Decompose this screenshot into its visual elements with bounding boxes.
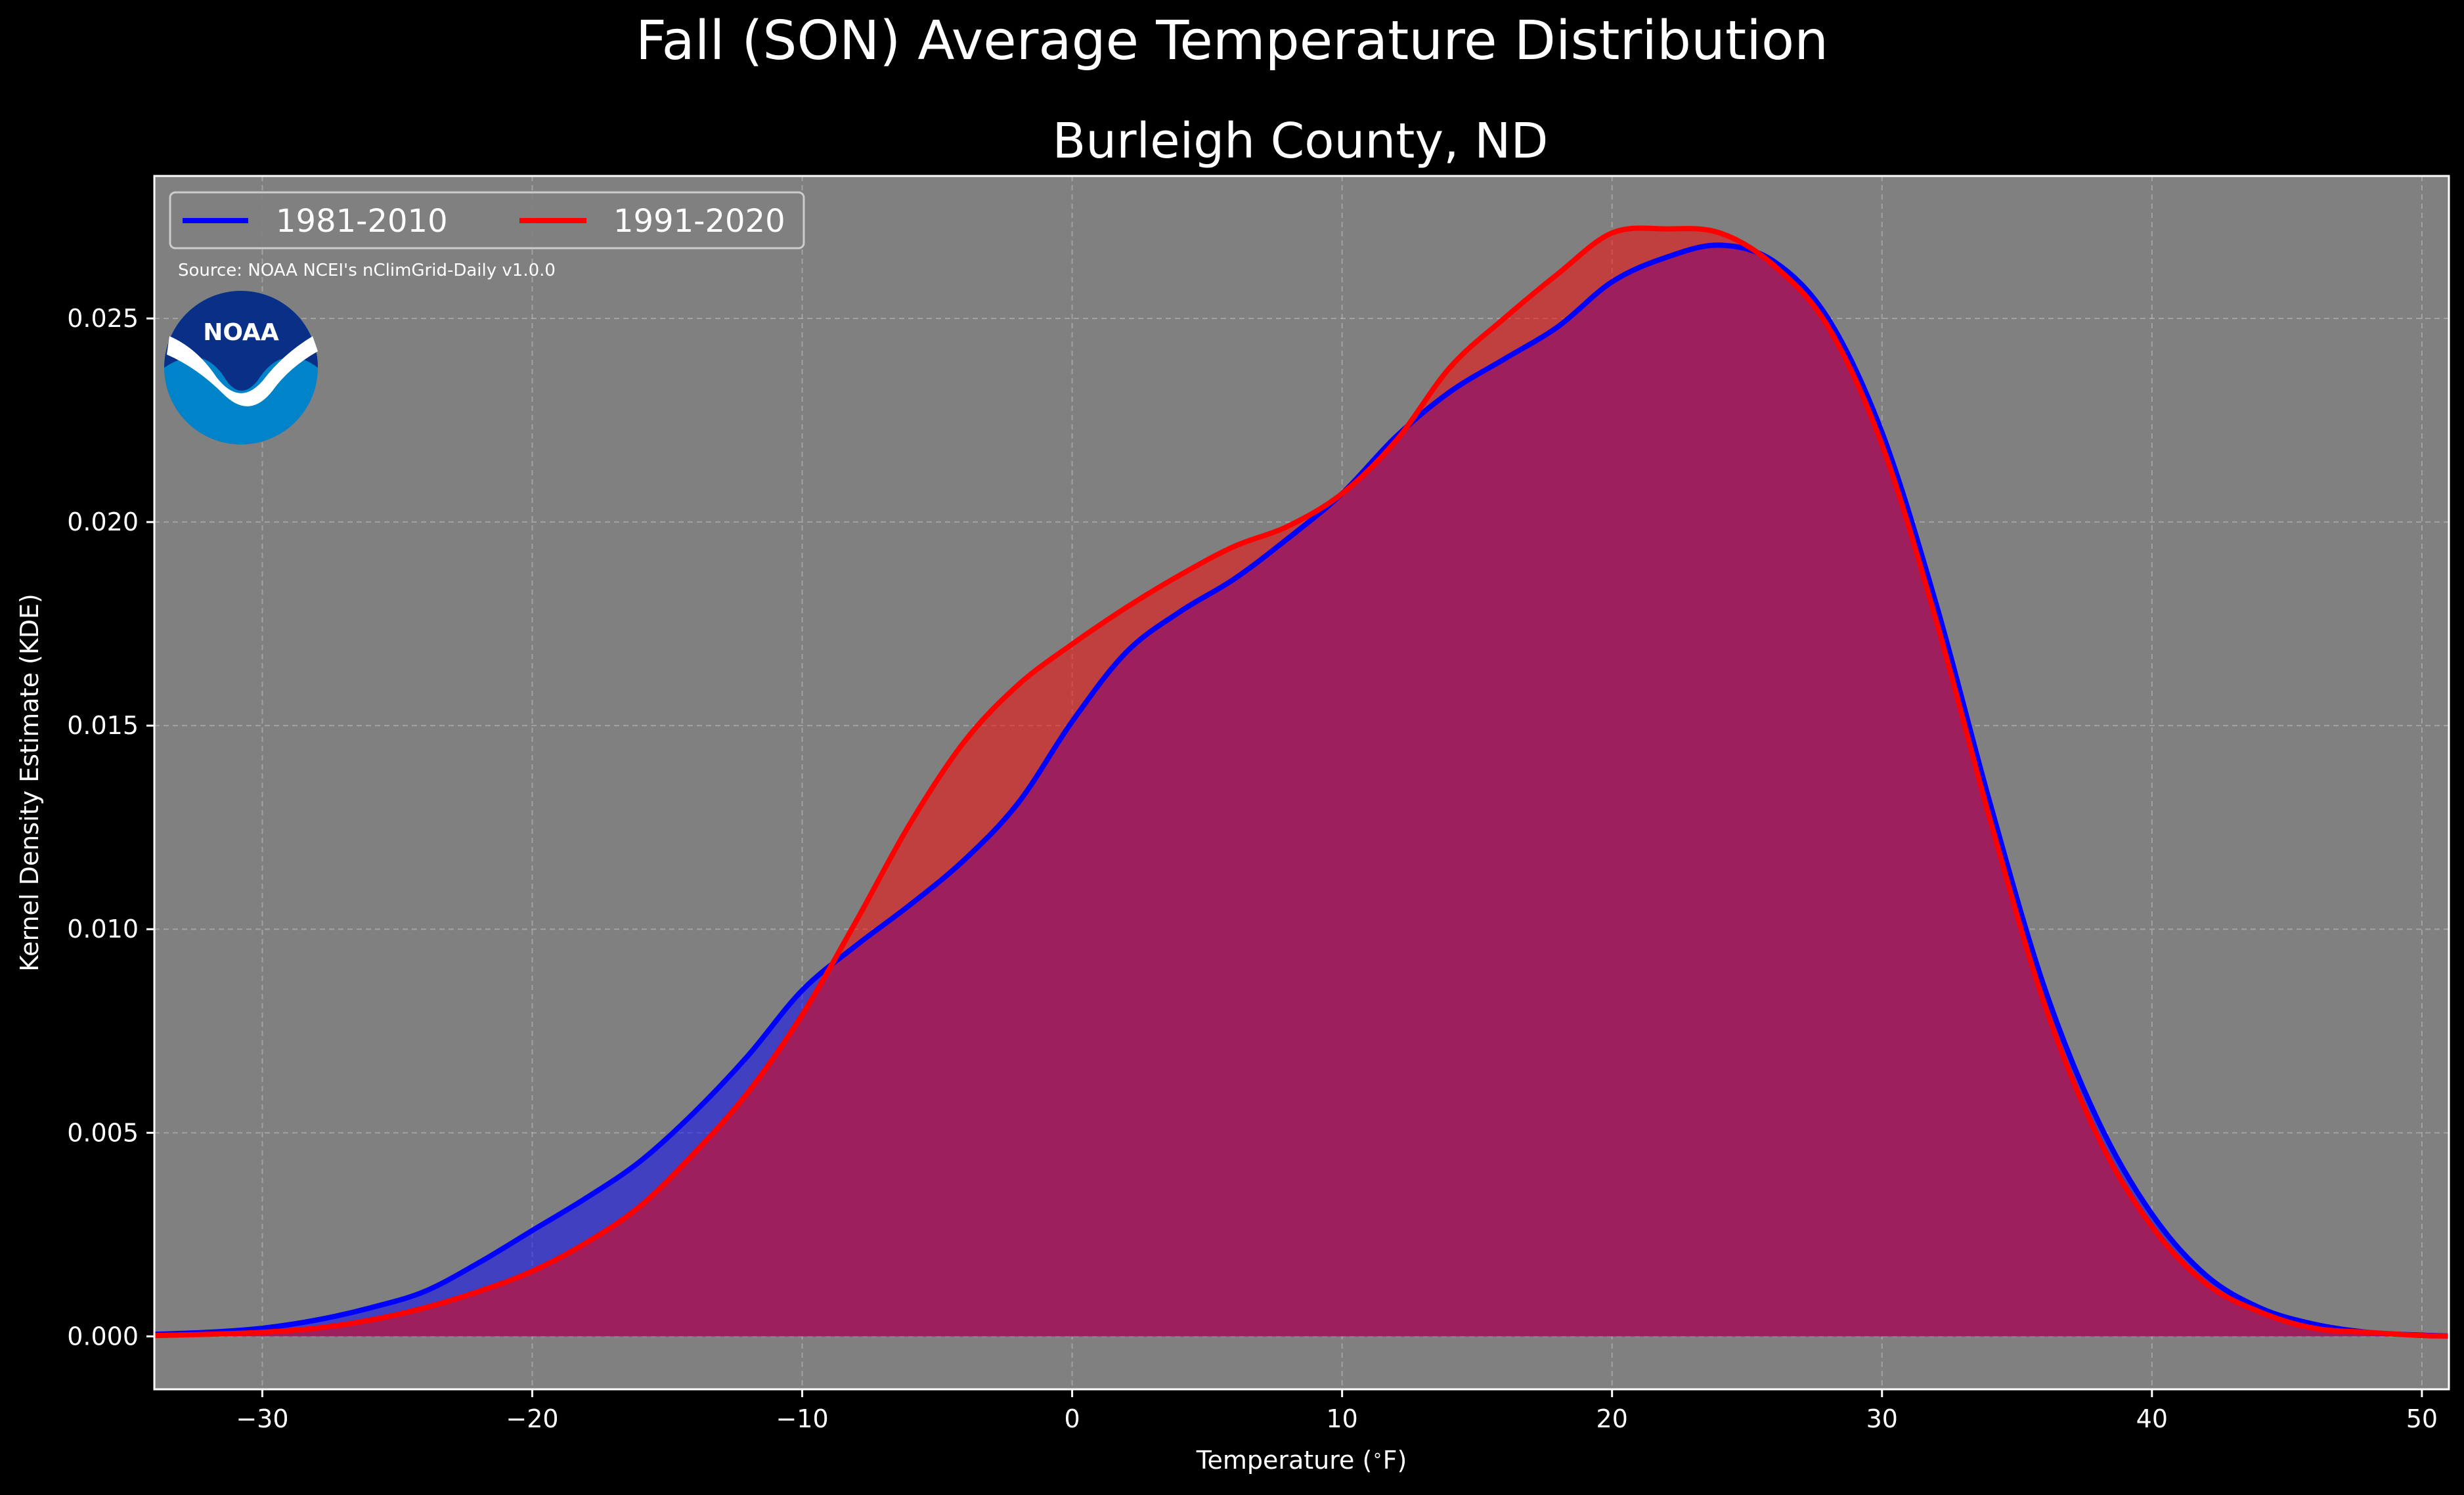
source-note: Source: NOAA NCEI's nClimGrid-Daily v1.0… (178, 261, 556, 280)
x-tick-label: 10 (1326, 1404, 1357, 1433)
y-tick-label: 0.015 (67, 711, 139, 740)
overlap-fill (154, 245, 2449, 1337)
y-axis-label: Kernel Density Estimate (KDE) (15, 594, 44, 972)
x-axis-label: Temperature (∘F) (1196, 1446, 1407, 1475)
y-tick-label: 0.020 (67, 508, 139, 536)
y-tick-label: 0.010 (67, 915, 139, 943)
logo-text: NOAA (203, 319, 279, 346)
x-tick-label: 40 (2136, 1404, 2168, 1433)
y-tick-label: 0.000 (67, 1322, 139, 1351)
series-layer (154, 225, 2449, 1339)
legend-label-1981-2010: 1981-2010 (276, 203, 448, 240)
series-1991-2020-line (154, 225, 2449, 1339)
y-axis: 0.000 0.005 0.010 0.015 0.020 0.025 (67, 304, 154, 1351)
x-tick-label: 30 (1866, 1404, 1898, 1433)
x-tick-label: 0 (1065, 1404, 1080, 1433)
legend: 1981-2010 1991-2020 (169, 191, 805, 249)
legend-box (169, 191, 805, 249)
y-tick-label: 0.005 (67, 1118, 139, 1147)
series-1981-2010-line (154, 242, 2449, 1339)
plot-frame (153, 175, 2450, 1391)
chart-title: Burleigh County, ND (1052, 113, 1548, 169)
noaa-logo: NOAA (164, 291, 318, 444)
logo-seagull-icon (167, 336, 318, 406)
x-tick-label: −20 (506, 1404, 558, 1433)
x-axis: −30 −20 −10 0 10 20 30 40 50 (236, 1389, 2438, 1433)
x-tick-label: −30 (236, 1404, 288, 1433)
chart-suptitle: Fall (SON) Average Temperature Distribut… (636, 10, 1828, 72)
x-tick-label: 20 (1596, 1404, 1628, 1433)
x-tick-label: 50 (2406, 1404, 2438, 1433)
y-tick-label: 0.025 (67, 304, 139, 333)
logo-sky-icon (164, 291, 318, 391)
legend-label-1991-2020: 1991-2020 (613, 203, 785, 240)
x-tick-label: −10 (776, 1404, 828, 1433)
